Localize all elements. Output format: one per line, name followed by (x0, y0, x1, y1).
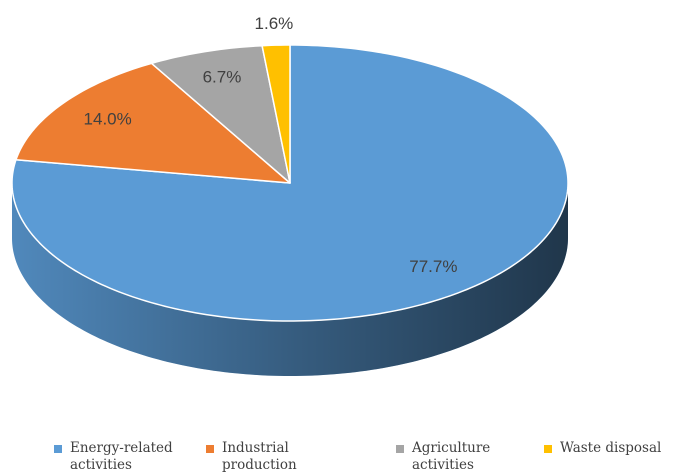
legend-item: Industrial production process (202, 440, 392, 475)
pie-slice (15, 62, 291, 184)
data-label: 77.7% (409, 257, 457, 276)
legend-swatch (396, 445, 404, 453)
legend-item: Energy-related activities (50, 440, 202, 475)
pie-side-shade (12, 183, 568, 376)
legend: Energy-related activities Industrial prod… (50, 440, 675, 475)
legend-label: Waste disposal (560, 440, 662, 456)
legend-swatch (544, 445, 552, 453)
pie-slice (150, 44, 291, 184)
data-label: 1.6% (255, 14, 294, 33)
legend-swatch (54, 445, 62, 453)
legend-label: Energy-related activities (70, 440, 173, 473)
legend-swatch (206, 445, 214, 453)
pie-plot: 77.7% 14.0% 6.7% 1.6% (11, 14, 569, 376)
legend-label: Agriculture activities (412, 440, 491, 473)
legend-item: Agriculture activities (392, 440, 540, 475)
legend-label: Industrial production process (222, 440, 297, 475)
pie-slice (261, 44, 291, 184)
data-label: 6.7% (203, 67, 242, 86)
data-label: 14.0% (84, 109, 132, 128)
legend-item: Waste disposal (540, 440, 675, 475)
